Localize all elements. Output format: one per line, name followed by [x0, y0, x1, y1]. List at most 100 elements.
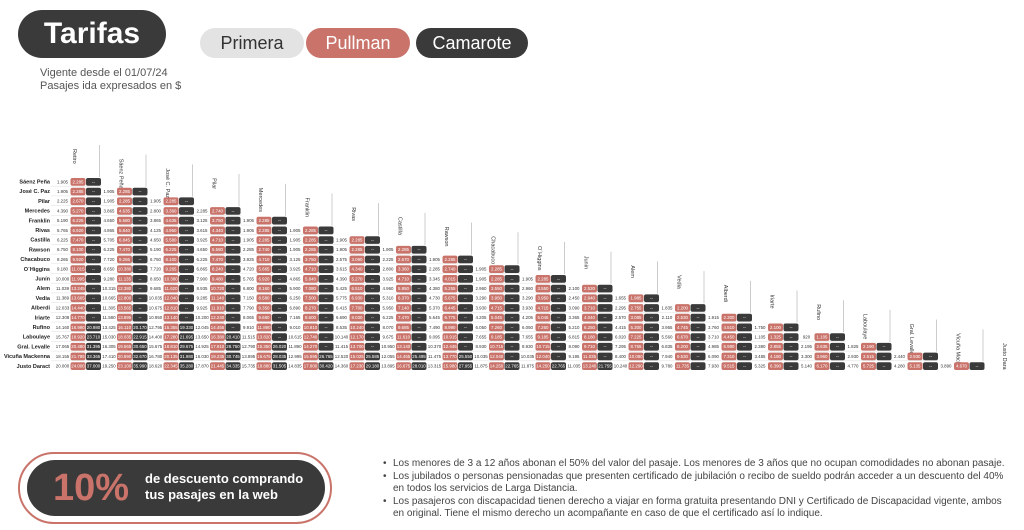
fare-badge: [272, 216, 287, 225]
fare-camarote: --: [650, 344, 653, 349]
tab-primera[interactable]: Primera: [200, 28, 304, 58]
fare-badge: [179, 362, 194, 370]
tab-pullman[interactable]: Pullman: [306, 28, 410, 58]
fare-camarote: --: [511, 276, 514, 281]
fare-pullman: 13.770: [443, 354, 457, 359]
fare-badge: [814, 362, 830, 370]
fare-primera: 7.490: [429, 325, 441, 330]
fare-badge: [504, 362, 520, 370]
fare-badge: [163, 294, 179, 303]
fare-badge: [179, 216, 194, 225]
fare-pullman: 11.140: [211, 296, 225, 301]
fare-primera: 7.790: [243, 305, 255, 310]
discount-pill: 10% de descuento comprando tus pasajes e…: [27, 460, 325, 516]
fare-camarote: --: [278, 238, 281, 243]
fare-badge: [830, 352, 845, 361]
fare-camarote: --: [743, 354, 746, 359]
fare-primera: 6.250: [290, 296, 302, 301]
fare-camarote: --: [464, 257, 467, 262]
fare-primera: 16.305: [102, 344, 116, 349]
fare-primera: 6.225: [197, 257, 209, 262]
fare-camarote: --: [185, 276, 188, 281]
fare-camarote: --: [325, 344, 328, 349]
fare-primera: 4.650: [150, 238, 162, 243]
fare-primera: 5.370: [429, 305, 441, 310]
fare-notes: Los menores de 3 a 12 años abonan el 50%…: [383, 458, 1015, 521]
fare-camarote: --: [557, 325, 560, 330]
fare-primera: 5.645: [429, 315, 441, 320]
fare-badge: [272, 304, 287, 312]
fare-primera: 8.930: [476, 344, 488, 349]
fare-primera: 1.905: [522, 276, 534, 281]
fare-camarote: --: [185, 315, 188, 320]
fare-badge: [132, 207, 148, 215]
fare-badge: [690, 333, 706, 341]
fare-badge: [132, 255, 148, 264]
fare-primera: 14.160: [56, 325, 70, 330]
fare-primera: 1.750: [755, 325, 767, 330]
fare-primera: 2.800: [383, 267, 395, 272]
fare-pullman: 6.510: [352, 286, 364, 291]
fare-camarote: --: [790, 325, 793, 330]
fare-primera: 3.955: [662, 325, 674, 330]
fare-primera: 8.935: [197, 286, 209, 291]
fare-badge: [86, 226, 101, 235]
fare-pullman: 4.715: [491, 305, 503, 310]
fare-badge: [504, 265, 520, 273]
fare-pullman: 5.270: [73, 208, 85, 213]
fare-primera: 12.795: [149, 325, 163, 330]
fare-badge: [86, 304, 101, 312]
fare-pullman: 4.510: [724, 325, 736, 330]
fare-camarote: --: [464, 335, 467, 340]
fare-badge: [303, 362, 318, 370]
fare-badge: [411, 245, 427, 254]
fare-camarote: --: [464, 325, 467, 330]
fare-badge: [365, 255, 380, 264]
fare-primera: 10.950: [149, 315, 163, 320]
fare-pullman: 2.635: [817, 344, 829, 349]
fare-camarote: --: [836, 344, 839, 349]
fare-badge: [349, 342, 365, 351]
fare-pullman: 2.755: [631, 305, 643, 310]
fare-badge: [117, 207, 132, 215]
fare-primera: 4.390: [336, 276, 348, 281]
fare-primera: 4.865: [290, 276, 302, 281]
fare-badge: [411, 294, 427, 303]
fare-pullman: 7.700: [352, 305, 364, 310]
fare-pullman: 5.270: [352, 276, 364, 281]
fare-badge: [210, 362, 225, 370]
fare-badge: [458, 304, 473, 312]
fare-camarote: --: [464, 315, 467, 320]
fare-badge: [349, 352, 365, 361]
fare-badge: [256, 304, 272, 312]
fare-badge: [861, 362, 876, 370]
fare-camarote: --: [418, 325, 421, 330]
fare-camarote: --: [418, 257, 421, 262]
fare-camarote: --: [371, 247, 374, 252]
fare-pullman: 2.285: [73, 189, 85, 194]
fare-badge: [768, 342, 783, 351]
fare-primera: 6.415: [336, 305, 348, 310]
fare-pullman: 3.960: [817, 354, 829, 359]
fare-primera: 16.780: [149, 354, 163, 359]
fare-pullman: 17.280: [164, 335, 178, 340]
fare-badge: [349, 265, 365, 273]
fare-camarote: --: [557, 315, 560, 320]
fare-badge: [954, 362, 969, 370]
fare-badge: [86, 216, 101, 225]
fare-primera: 12.790: [242, 344, 256, 349]
fare-badge: [535, 333, 551, 341]
fare-primera: 13.425: [102, 325, 116, 330]
fare-pullman: 11.995: [71, 276, 85, 281]
fare-badge: [690, 352, 706, 361]
fare-badge: [132, 362, 148, 370]
fare-primera: 9.675: [383, 335, 395, 340]
fare-pullman: 11.735: [676, 364, 690, 369]
fare-badge: [256, 352, 272, 361]
fare-camarote: --: [139, 276, 142, 281]
fare-camarote: --: [743, 364, 746, 369]
fare-badge: [737, 342, 752, 351]
tab-camarote[interactable]: Camarote: [416, 28, 528, 58]
fare-badge: [225, 342, 241, 351]
fare-primera: 4.390: [57, 208, 69, 213]
